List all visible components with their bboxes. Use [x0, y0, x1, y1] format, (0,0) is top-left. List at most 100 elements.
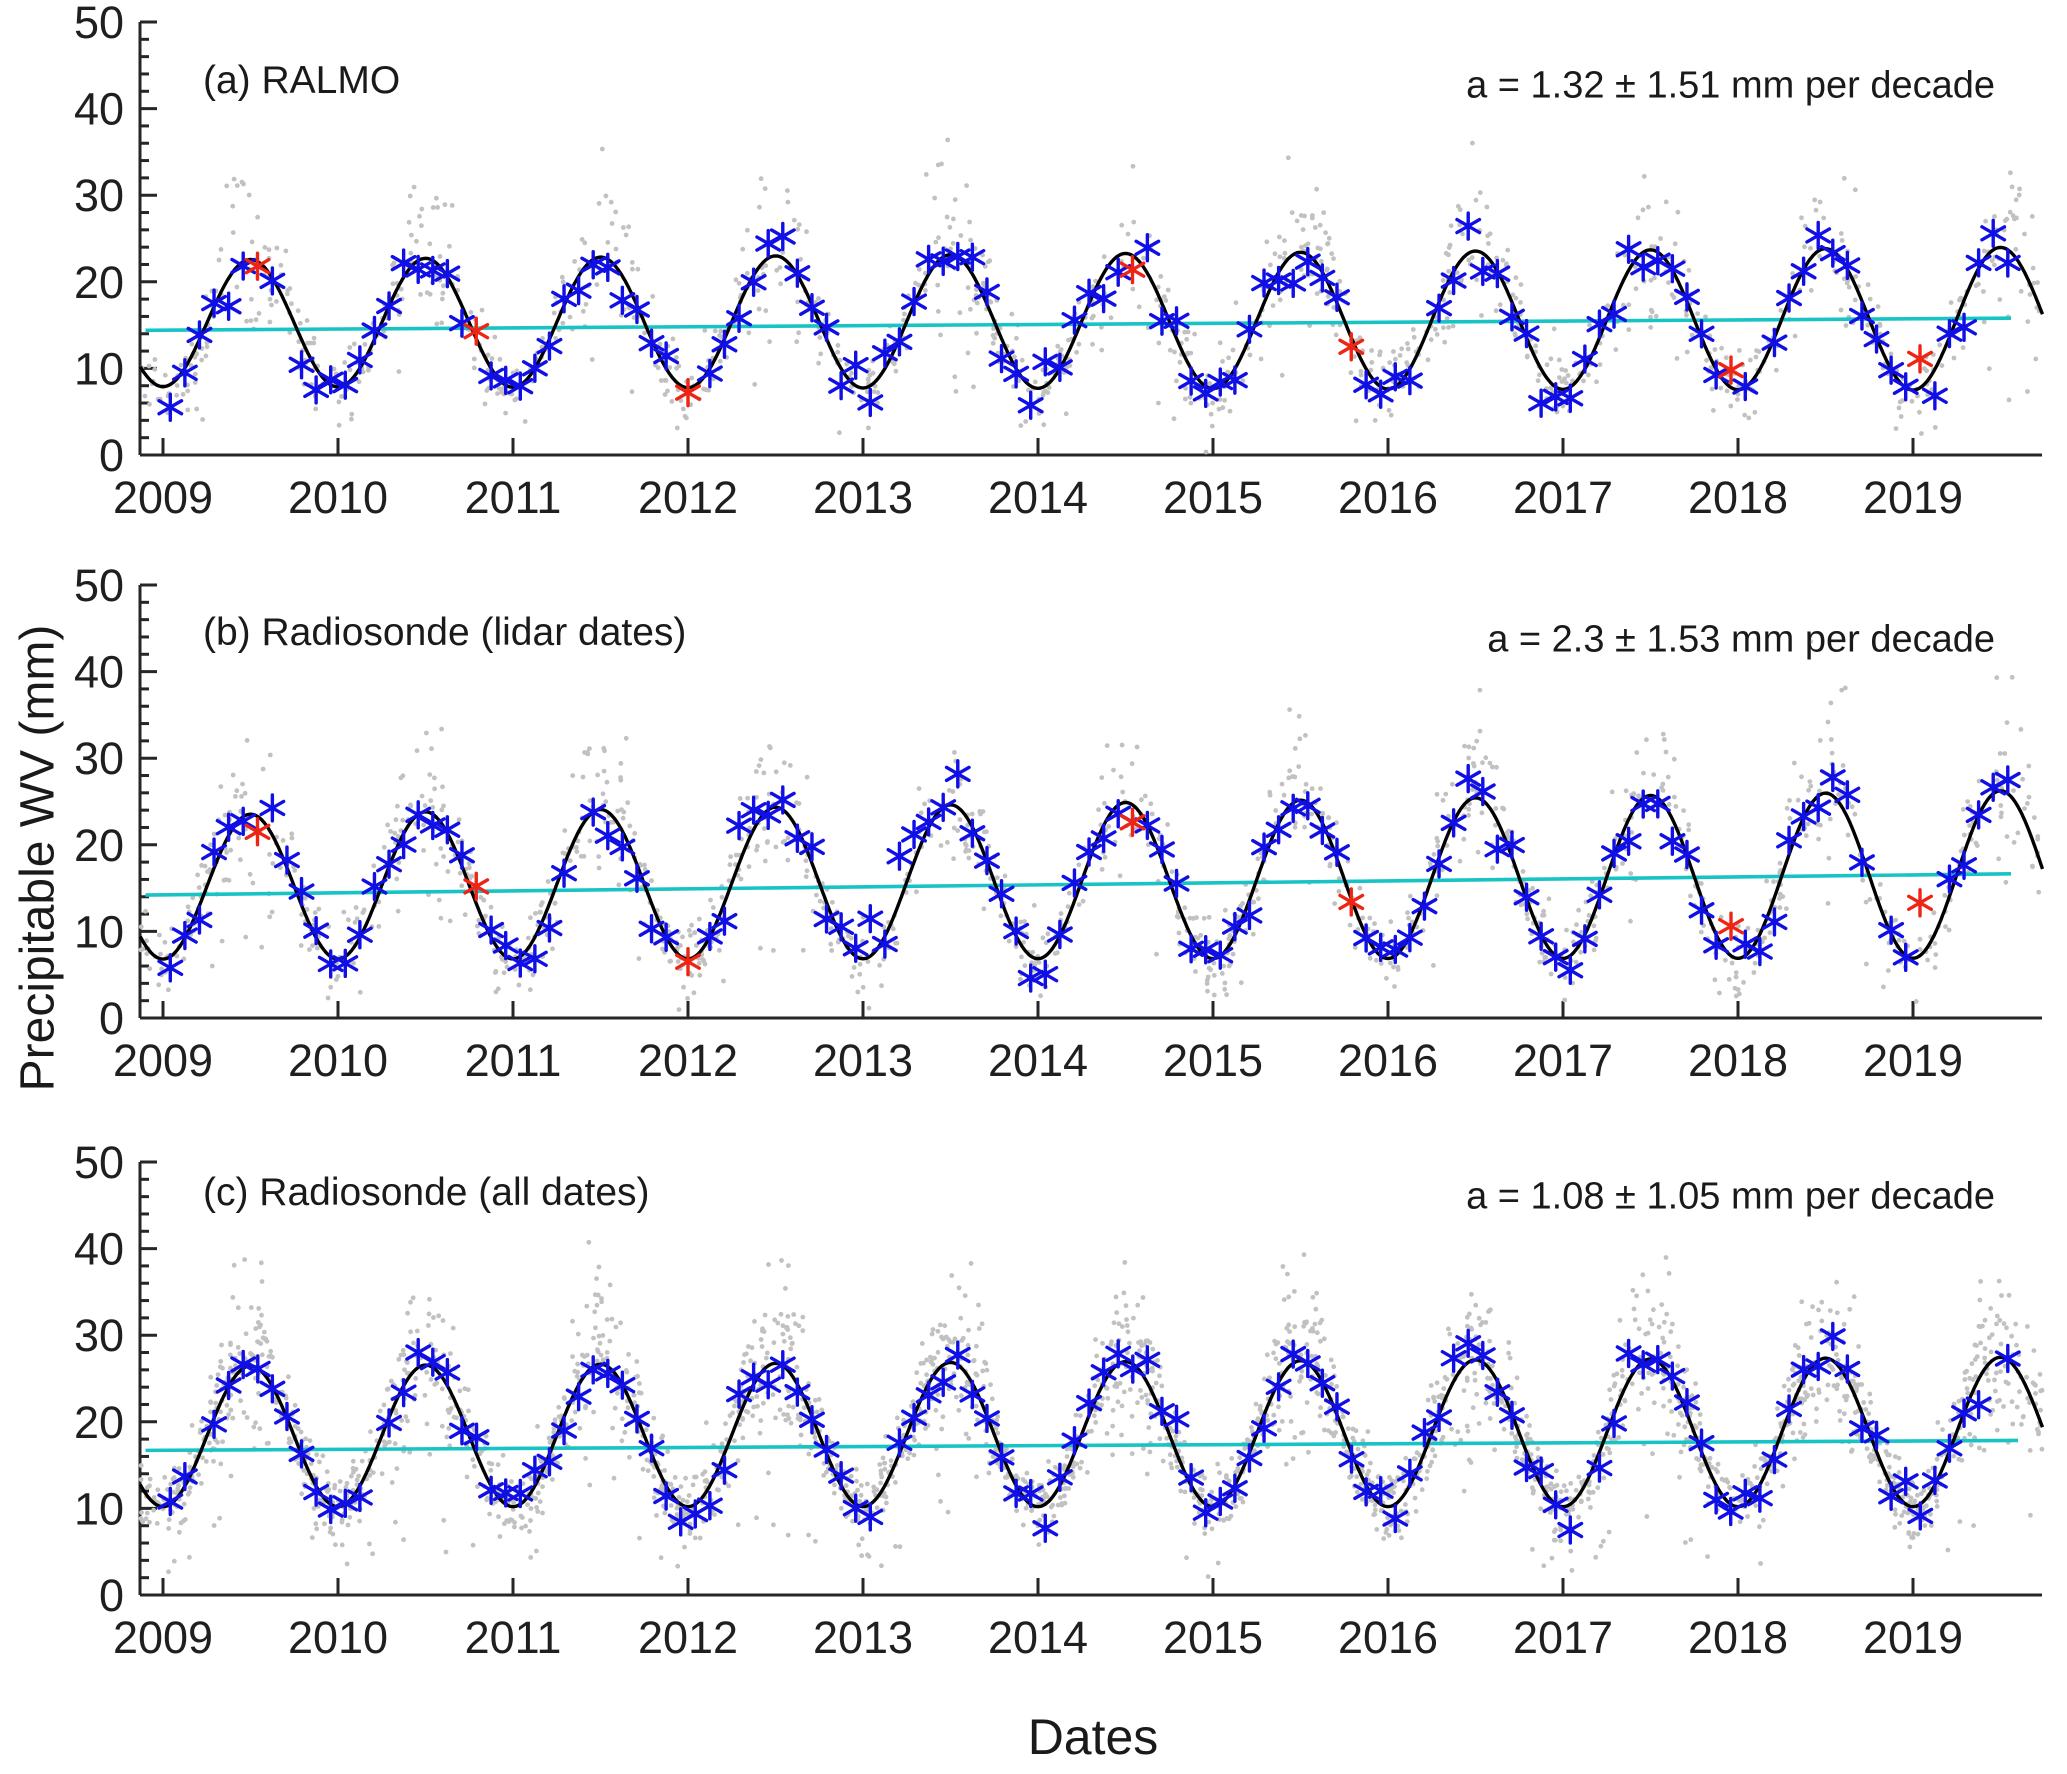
asterisk-marker	[507, 371, 534, 401]
asterisk-marker	[1148, 1396, 1175, 1426]
asterisk-marker	[565, 1381, 592, 1412]
asterisk-marker	[1732, 371, 1759, 402]
asterisk-marker	[1863, 1420, 1890, 1451]
asterisk-marker	[799, 832, 825, 862]
asterisk-marker	[1294, 791, 1321, 821]
asterisk-marker	[1192, 378, 1219, 409]
asterisk-marker	[317, 1494, 344, 1525]
y-tick-label: 0	[99, 993, 124, 1044]
y-tick-label: 40	[74, 1224, 124, 1275]
asterisk-marker	[1528, 388, 1555, 418]
asterisk-marker	[930, 1367, 957, 1398]
asterisk-marker	[1776, 283, 1803, 313]
asterisk-marker	[828, 370, 855, 401]
asterisk-marker	[244, 817, 271, 847]
x-tick-label: 2010	[288, 472, 388, 523]
x-tick-label: 2012	[638, 472, 738, 523]
asterisk-marker	[1323, 282, 1350, 312]
asterisk-marker	[230, 806, 257, 837]
asterisk-marker	[1688, 1428, 1715, 1458]
asterisk-marker	[1936, 864, 1963, 894]
asterisk-marker	[434, 1357, 461, 1388]
asterisk-marker	[1046, 919, 1073, 950]
x-tick-label: 2013	[813, 472, 913, 523]
asterisk-marker	[376, 1408, 402, 1438]
panel-c-axes	[138, 1160, 2042, 1597]
panel-a: 0 10 20 30 40 50 2009 2010 2011 2012 2013 2014 2015 2…	[74, 0, 2045, 523]
x-tick-label: 2019	[1863, 1035, 1963, 1086]
asterisk-marker	[609, 832, 636, 862]
panel-a-trend-annotation: a = 1.32 ± 1.51 mm per decade	[1466, 64, 1995, 107]
asterisk-marker	[755, 1369, 782, 1400]
panel-c-monthly-means	[157, 1321, 2021, 1545]
panel-c-tick-labels: 0 10 20 30 40 50 2009 2010 2011 2012 2013 2014 2015 2…	[74, 1137, 1963, 1663]
asterisk-marker	[1309, 1368, 1336, 1398]
y-tick-label: 0	[99, 1570, 124, 1621]
y-tick-label: 40	[74, 84, 124, 135]
asterisk-marker	[434, 815, 461, 845]
asterisk-marker	[1761, 907, 1788, 937]
asterisk-marker	[1396, 365, 1423, 396]
x-tick-label: 2016	[1338, 1035, 1438, 1086]
asterisk-marker	[638, 1433, 665, 1463]
x-tick-label: 2014	[988, 472, 1088, 523]
asterisk-marker	[1718, 911, 1744, 941]
asterisk-marker	[1965, 248, 1992, 278]
asterisk-marker	[1032, 347, 1059, 377]
asterisk-marker	[974, 845, 1000, 876]
x-tick-label: 2019	[1863, 472, 1963, 523]
asterisk-marker	[1236, 1443, 1263, 1473]
asterisk-marker	[1061, 868, 1088, 898]
x-tick-label: 2012	[638, 1035, 738, 1086]
asterisk-marker	[1178, 366, 1205, 396]
asterisk-marker	[1601, 299, 1628, 329]
asterisk-marker	[1221, 911, 1248, 942]
panel-a-title: (a) RALMO	[203, 59, 401, 102]
asterisk-marker	[230, 1349, 257, 1380]
asterisk-marker	[1761, 327, 1788, 358]
panel-b-daily-dots	[138, 639, 2042, 1012]
asterisk-marker	[1907, 344, 1933, 374]
y-tick-label: 30	[74, 1310, 124, 1361]
asterisk-marker	[405, 800, 432, 830]
asterisk-marker	[711, 906, 738, 936]
asterisk-marker	[842, 933, 869, 963]
asterisk-marker	[1192, 1498, 1219, 1528]
x-tick-label: 2015	[1163, 472, 1263, 523]
x-tick-label: 2017	[1513, 1612, 1613, 1663]
asterisk-marker	[653, 922, 680, 952]
asterisk-marker	[726, 1379, 752, 1409]
x-tick-label: 2019	[1863, 1612, 1963, 1663]
x-tick-label: 2009	[113, 472, 213, 523]
asterisk-marker	[1688, 319, 1715, 349]
asterisk-marker	[1221, 365, 1248, 395]
asterisk-marker	[1003, 359, 1030, 389]
asterisk-marker	[1090, 283, 1117, 314]
panel-b-trend-annotation: a = 2.3 ± 1.53 mm per decade	[1487, 618, 1995, 661]
asterisk-marker	[1498, 830, 1525, 860]
asterisk-marker	[1411, 1417, 1438, 1448]
asterisk-marker	[1586, 1453, 1613, 1483]
asterisk-marker	[1790, 256, 1817, 286]
asterisk-marker	[1251, 268, 1278, 298]
asterisk-marker	[857, 1502, 884, 1532]
asterisk-marker	[1484, 258, 1511, 289]
asterisk-marker	[1673, 282, 1700, 312]
y-axis-title: Precipitable WV (mm)	[11, 624, 65, 1092]
asterisk-marker	[215, 291, 242, 321]
asterisk-marker	[988, 879, 1015, 909]
asterisk-marker	[317, 365, 344, 395]
asterisk-marker	[1309, 263, 1336, 293]
asterisk-marker	[1105, 1339, 1132, 1369]
x-tick-label: 2016	[1338, 1612, 1438, 1663]
panel-a-fit-curve	[138, 245, 2045, 392]
asterisk-marker	[1513, 882, 1540, 912]
asterisk-marker	[1892, 942, 1919, 973]
asterisk-marker	[1061, 1425, 1088, 1456]
asterisk-marker	[624, 863, 650, 893]
asterisk-marker	[1615, 826, 1642, 856]
asterisk-marker	[1076, 837, 1103, 867]
asterisk-marker	[361, 315, 388, 346]
asterisk-marker	[901, 286, 927, 317]
